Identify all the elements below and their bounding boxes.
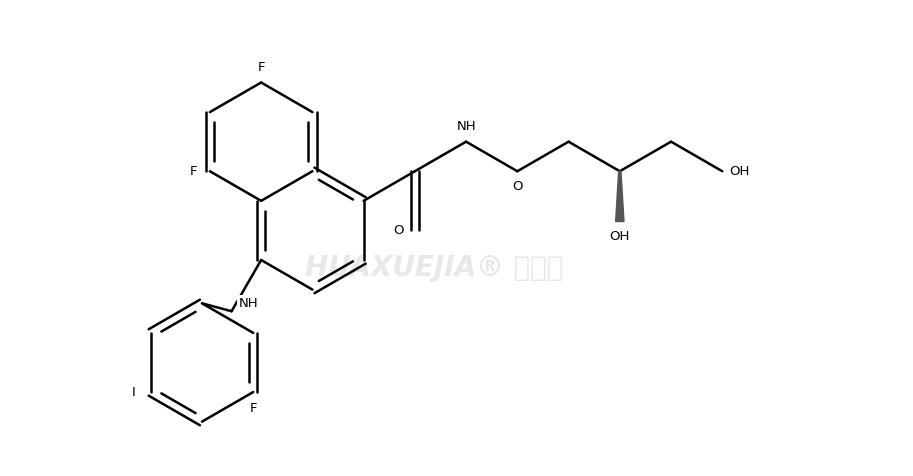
Text: OH: OH bbox=[610, 230, 630, 243]
Text: I: I bbox=[132, 386, 136, 398]
Text: F: F bbox=[249, 402, 257, 415]
Text: NH: NH bbox=[238, 297, 258, 310]
Text: F: F bbox=[257, 61, 265, 74]
Text: NH: NH bbox=[456, 120, 476, 133]
Text: OH: OH bbox=[729, 165, 750, 178]
Text: O: O bbox=[393, 224, 404, 237]
Text: F: F bbox=[190, 165, 197, 178]
Text: HUAXUEJIA® 化学加: HUAXUEJIA® 化学加 bbox=[305, 254, 563, 282]
Text: O: O bbox=[512, 180, 522, 193]
Polygon shape bbox=[615, 171, 624, 221]
